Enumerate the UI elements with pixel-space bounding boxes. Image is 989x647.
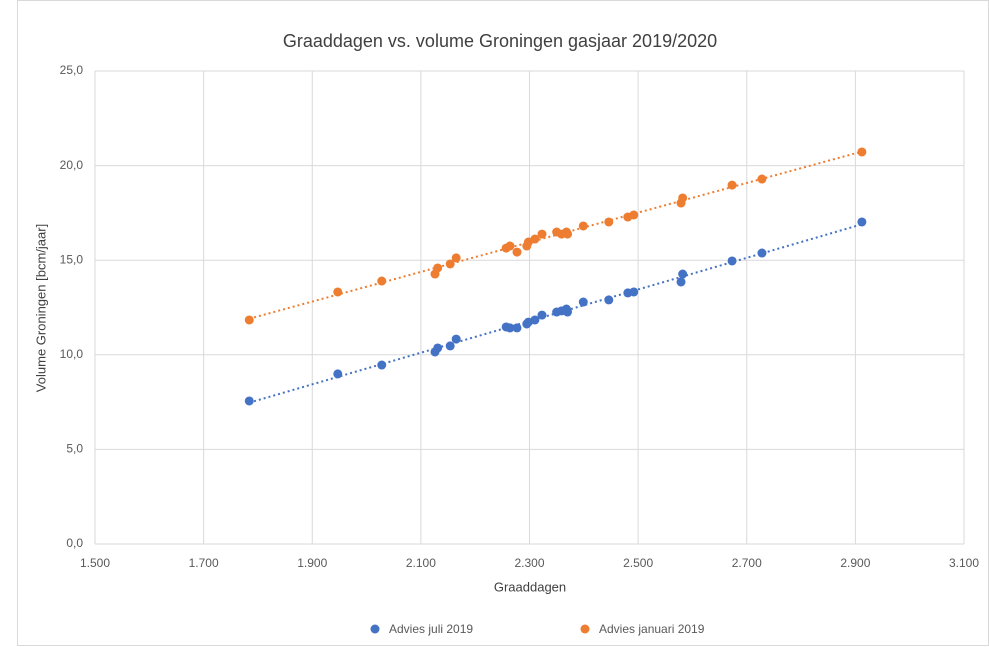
point (451, 334, 461, 344)
point (244, 315, 254, 325)
point (445, 259, 455, 269)
chart-title: Graaddagen vs. volume Groningen gasjaar … (283, 31, 717, 51)
point (563, 307, 573, 317)
x-tick-label: 2.700 (732, 556, 762, 570)
y-tick-label: 20,0 (60, 158, 84, 172)
x-tick-label: 2.300 (514, 556, 544, 570)
point (244, 396, 254, 406)
point (451, 253, 461, 263)
legend-marker (580, 624, 590, 634)
point (604, 295, 614, 305)
point (857, 217, 867, 227)
point (578, 297, 588, 307)
point (333, 369, 343, 379)
y-axis-title: Volume Groningen [bcm/jaar] (33, 224, 48, 392)
point (604, 217, 614, 227)
point (678, 269, 688, 279)
point (505, 323, 515, 333)
point (530, 315, 540, 325)
x-axis-title: Graaddagen (494, 579, 566, 594)
point (563, 229, 573, 239)
point (676, 277, 686, 287)
point (727, 180, 737, 190)
point (512, 247, 522, 257)
x-tick-label: 1.700 (189, 556, 219, 570)
point (537, 229, 547, 239)
point (377, 276, 387, 286)
x-tick-label: 2.900 (840, 556, 870, 570)
point (727, 256, 737, 266)
y-tick-label: 15,0 (60, 252, 84, 266)
point (629, 210, 639, 220)
x-tick-label: 1.500 (80, 556, 110, 570)
point (433, 263, 443, 273)
point (333, 287, 343, 297)
point (512, 323, 522, 333)
point (629, 287, 639, 297)
x-tick-label: 1.900 (297, 556, 327, 570)
point (757, 174, 767, 184)
point (757, 248, 767, 258)
x-tick-label: 3.100 (949, 556, 979, 570)
legend-label: Advies juli 2019 (389, 622, 473, 636)
y-tick-label: 5,0 (66, 442, 83, 456)
point (678, 193, 688, 203)
legend-marker (370, 624, 380, 634)
y-tick-label: 10,0 (60, 347, 84, 361)
legend-label: Advies januari 2019 (599, 622, 705, 636)
point (537, 310, 547, 320)
point (857, 147, 867, 157)
point (530, 234, 540, 244)
point (377, 360, 387, 370)
point (578, 221, 588, 231)
trendline (248, 150, 863, 320)
point (433, 343, 443, 353)
y-tick-label: 0,0 (66, 536, 83, 550)
x-tick-label: 2.100 (406, 556, 436, 570)
chart-frame (17, 0, 989, 646)
point (505, 241, 515, 251)
y-tick-label: 25,0 (60, 63, 84, 77)
x-tick-label: 2.500 (623, 556, 653, 570)
point (445, 341, 455, 351)
